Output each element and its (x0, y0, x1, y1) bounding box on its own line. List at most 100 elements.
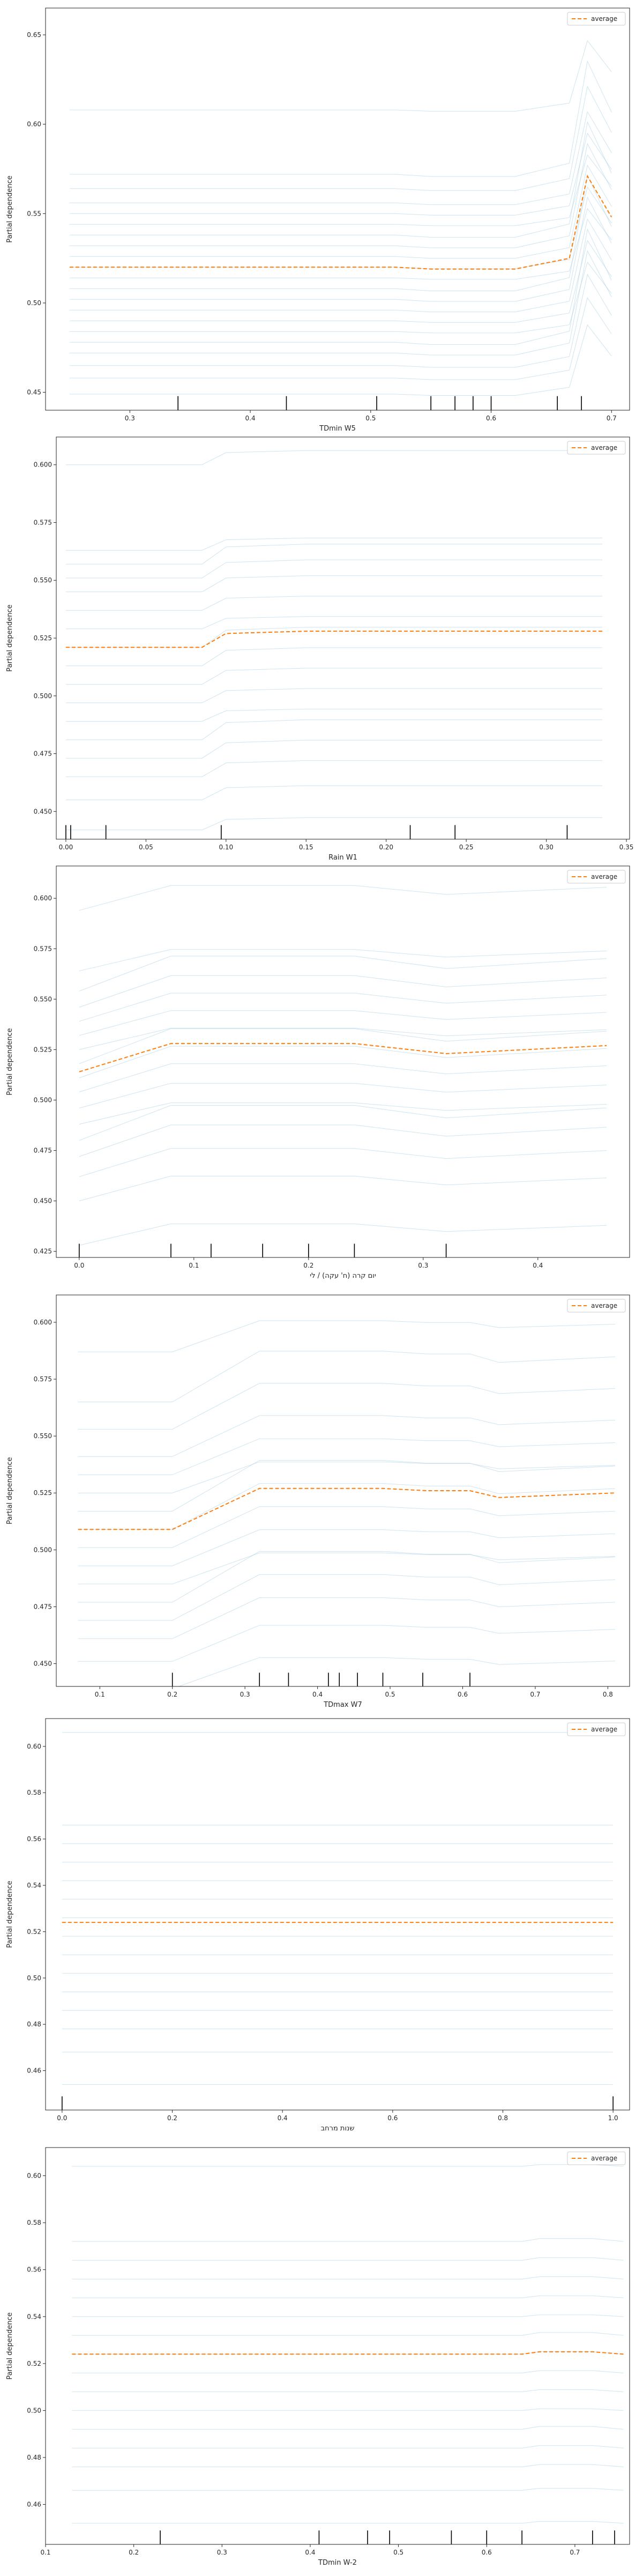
x-tick-label: 0.2 (129, 2549, 139, 2556)
y-tick-label: 0.500 (34, 692, 52, 700)
ice-line (78, 1460, 615, 1512)
axes-frame (45, 8, 630, 411)
ice-line (65, 739, 603, 759)
ice-line (65, 647, 603, 667)
y-tick-label: 0.65 (27, 31, 41, 39)
ice-line (65, 616, 603, 630)
y-tick-label: 0.58 (27, 2219, 41, 2226)
x-tick-label: 0.7 (570, 2549, 580, 2556)
y-tick-label: 0.550 (34, 1432, 52, 1440)
x-tick-label: 0.0 (74, 1262, 84, 1269)
y-tick-label: 0.450 (34, 1660, 52, 1668)
legend-box (567, 441, 626, 455)
ice-line (69, 164, 612, 259)
x-tick-label: 0.4 (312, 1691, 323, 1698)
average-line (78, 1487, 615, 1530)
y-tick-label: 0.475 (34, 750, 52, 758)
ice-line (72, 2295, 624, 2298)
ice-line (72, 2164, 624, 2167)
ice-line (69, 110, 612, 205)
x-tick-label: 0.30 (539, 843, 554, 851)
y-tick-label: 0.50 (27, 299, 41, 307)
x-axis-label: יום קרה (ח' עקה) / לי (310, 1272, 376, 1280)
ice-line (79, 1124, 607, 1157)
ice-line (78, 1625, 615, 1662)
ice-line (69, 208, 612, 280)
legend-box (567, 2151, 626, 2165)
x-tick-label: 0.1 (189, 1262, 199, 1269)
ice-line (65, 544, 603, 565)
y-tick-label: 0.600 (34, 894, 52, 902)
ice-line (79, 1175, 607, 1202)
y-tick-label: 0.54 (27, 2313, 41, 2320)
ice-line (65, 688, 603, 704)
ice-line (65, 760, 603, 778)
pdp-panel-5: 0.0 0.2 0.4 0.6 0.8 1.0 0.46 0.48 0.50 0.52 0.54 0.… (6, 1718, 630, 2133)
x-tick-label: 0.6 (486, 414, 496, 422)
x-axis-label: TDmin W-2 (318, 2559, 357, 2567)
y-tick-label: 0.550 (34, 995, 52, 1003)
y-axis-label: Partial dependence (6, 2312, 14, 2379)
ice-line (79, 1027, 607, 1050)
y-tick-label: 0.600 (34, 461, 52, 469)
ice-line (72, 2370, 624, 2373)
ice-line (78, 1529, 615, 1566)
ice-line (72, 2445, 624, 2448)
y-axis-label: Partial dependence (6, 1457, 14, 1524)
x-tick-label: 0.05 (139, 843, 153, 851)
y-tick-label: 0.60 (27, 1743, 41, 1750)
ice-line (72, 2464, 624, 2467)
ice-line (79, 1102, 607, 1125)
series-group (79, 885, 607, 1246)
y-tick-label: 0.575 (34, 519, 52, 526)
ice-line (65, 668, 603, 685)
pdp-panel-4: 0.1 0.2 0.3 0.4 0.5 0.6 0.7 0.8 0.450 0.475 0.500 0… (6, 1294, 630, 1709)
ice-line (79, 975, 607, 1008)
ice-line (78, 1320, 615, 1352)
y-tick-label: 0.525 (34, 1046, 52, 1053)
pdp-panel-6: 0.1 0.2 0.3 0.4 0.5 0.6 0.7 0.46 0.48 0.50 0.52 0.5… (6, 2147, 630, 2567)
x-axis-label: TDmax W7 (323, 1701, 362, 1709)
ice-line (69, 154, 612, 226)
x-tick-label: 0.4 (533, 1262, 543, 1269)
y-tick-label: 0.575 (34, 945, 52, 952)
ice-line (78, 1461, 615, 1493)
x-axis-label: Rain W1 (328, 854, 357, 862)
y-tick-label: 0.600 (34, 1319, 52, 1326)
ice-line (69, 132, 612, 216)
y-tick-label: 0.48 (27, 2454, 41, 2461)
y-tick-label: 0.60 (27, 2172, 41, 2180)
y-tick-label: 0.60 (27, 121, 41, 128)
x-tick-label: 0.4 (305, 2549, 315, 2556)
ice-line (78, 1506, 615, 1548)
ice-line (72, 2408, 624, 2411)
y-tick-label: 0.475 (34, 1603, 52, 1610)
ice-line (79, 1063, 607, 1092)
series-group (65, 450, 603, 831)
ice-line (69, 121, 612, 238)
ice-line (78, 1597, 615, 1639)
average-line (79, 1043, 607, 1072)
x-tick-label: 0.3 (418, 1262, 428, 1269)
x-tick-label: 0.5 (385, 1691, 395, 1698)
ice-line (72, 2488, 624, 2491)
y-tick-label: 0.52 (27, 1928, 41, 1935)
legend: average (567, 870, 626, 884)
legend-box (567, 1722, 626, 1736)
ice-line (78, 1574, 615, 1621)
ice-line (65, 785, 603, 801)
x-axis-label: שנות מרחב (321, 2125, 355, 2133)
series-group (62, 1732, 614, 2085)
series-group (72, 2164, 624, 2524)
ice-line (72, 2332, 624, 2336)
ice-line (79, 1028, 607, 1064)
ice-line (65, 575, 603, 593)
y-tick-label: 0.525 (34, 1489, 52, 1497)
y-tick-label: 0.46 (27, 2067, 41, 2075)
ice-line (65, 817, 603, 831)
x-tick-label: 0.4 (278, 2114, 288, 2122)
axes-frame (56, 865, 630, 1258)
legend: average (567, 2151, 626, 2165)
ice-line (69, 196, 612, 302)
ice-line (79, 1010, 607, 1036)
